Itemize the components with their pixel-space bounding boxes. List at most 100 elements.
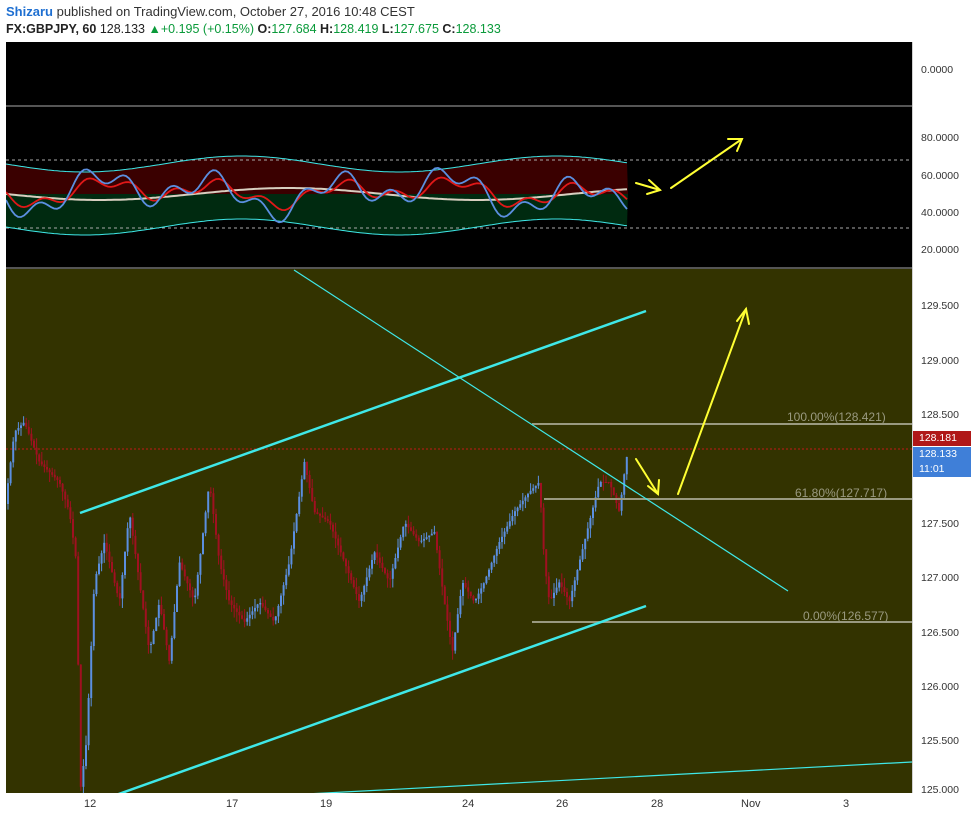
price-change: +0.195 (+0.15%) [160, 22, 254, 36]
high-value: 128.419 [333, 22, 379, 36]
candle-body [215, 514, 217, 535]
time-label-28: 28 [651, 798, 664, 810]
symbol-name[interactable]: FX:GBPJPY, 60 [6, 22, 97, 36]
candle-body [506, 526, 509, 532]
candle-body [116, 582, 119, 594]
candle-body [625, 457, 628, 475]
candle-body [287, 564, 290, 575]
candle-body [113, 572, 116, 583]
candle-body [412, 530, 415, 535]
candle-body [456, 614, 459, 633]
candle-body [74, 537, 77, 557]
price-arrow-up[interactable] [677, 308, 747, 495]
channel-lower-trendline[interactable] [116, 604, 647, 793]
candle-body [316, 512, 319, 514]
candle-body [332, 524, 334, 532]
candle-body [238, 611, 241, 616]
candle-body [303, 462, 306, 480]
candle-body [547, 576, 550, 598]
candle-body [293, 531, 295, 549]
candle-body [454, 632, 457, 651]
candle-body [449, 620, 451, 637]
candle-body [95, 574, 98, 594]
candle-body [150, 644, 152, 645]
oscillator-lines [6, 155, 628, 236]
author-link[interactable]: Shizaru [6, 4, 53, 19]
candle-body [402, 526, 405, 538]
candle-body [12, 441, 15, 463]
candle-body [176, 586, 178, 612]
candle-body [482, 583, 485, 589]
candle-body [64, 491, 67, 500]
candle-body [274, 616, 277, 621]
candle-body [259, 603, 262, 605]
candle-body [92, 594, 95, 646]
candle-body [433, 532, 436, 534]
candle-body [532, 488, 535, 491]
candle-body [22, 422, 25, 426]
candle-body [246, 618, 249, 622]
low-value: 127.675 [393, 22, 439, 36]
candle-body [558, 582, 561, 588]
pane-separator-2[interactable] [6, 267, 912, 269]
candle-body [178, 562, 181, 586]
candle-body [389, 578, 392, 580]
top-axis-label: 0.0000 [921, 64, 954, 76]
candle-body [233, 604, 236, 609]
candle-body [488, 569, 490, 577]
candle-body [347, 566, 350, 574]
price-axis[interactable]: 0.0000 80.0000 60.0000 40.0000 20.0000 1… [912, 42, 971, 796]
time-label-24: 24 [462, 798, 475, 810]
candle-body [360, 594, 363, 601]
candle-body [313, 501, 316, 513]
candle-body [269, 613, 272, 617]
candle-body [87, 698, 90, 746]
candle-body [610, 482, 613, 488]
last-price-tag: 128.133 [913, 447, 971, 462]
candle-body [537, 483, 540, 486]
long-trendline[interactable] [306, 761, 912, 793]
candle-body [222, 569, 225, 580]
price-pane [6, 269, 912, 793]
osc-arrow-up-head [727, 138, 744, 152]
candle-body [553, 592, 555, 598]
osc-axis-20: 20.0000 [921, 244, 959, 256]
candle-body [475, 598, 477, 601]
candle-body [69, 507, 72, 520]
osc-arrow-down-head [646, 179, 662, 195]
candle-body [165, 629, 168, 646]
high-label: H: [320, 22, 334, 36]
candle-body [542, 507, 545, 550]
candle-body [459, 596, 462, 615]
candle-body [40, 461, 43, 465]
channel-upper-trendline[interactable] [79, 309, 647, 515]
candle-body [485, 576, 488, 584]
candle-body [199, 554, 202, 575]
candle-body [20, 425, 22, 428]
time-axis[interactable]: 12 17 19 24 26 28 Nov 3 [6, 793, 912, 821]
candle-body [14, 430, 17, 442]
osc-lower-band [6, 218, 628, 236]
close-label: C: [442, 22, 456, 36]
candle-body [220, 555, 223, 570]
time-label-3: 3 [843, 798, 850, 810]
price-arrow-down[interactable] [635, 458, 659, 495]
descending-trendline[interactable] [293, 269, 789, 592]
candle-body [560, 582, 563, 587]
level-price-tag: 128.181 [913, 431, 971, 446]
candle-body [181, 562, 184, 570]
candle-body [248, 614, 251, 619]
arrow-annotations[interactable] [635, 138, 750, 496]
osc-arrow-down[interactable] [635, 182, 661, 191]
candle-body [345, 559, 347, 567]
candle-body [124, 551, 126, 575]
candle-body [298, 496, 301, 514]
price-axis-1260: 126.000 [921, 681, 959, 693]
candle-body [137, 554, 139, 573]
candle-body [555, 587, 558, 593]
pane-separator[interactable] [6, 105, 912, 107]
osc-arrow-up[interactable] [670, 138, 743, 189]
candle-body [524, 497, 527, 501]
chart-canvas[interactable] [6, 42, 912, 793]
candle-body [295, 514, 298, 532]
